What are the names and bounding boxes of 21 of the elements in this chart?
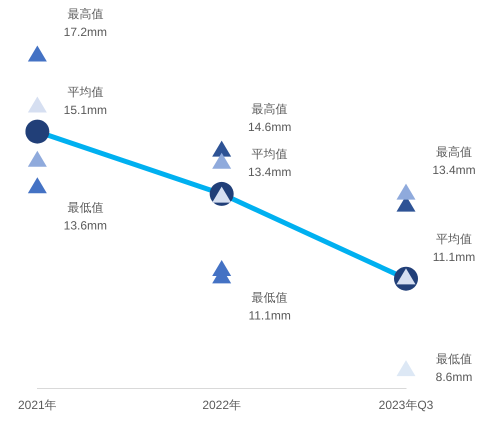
x-tick-label: 2022年 <box>202 398 242 412</box>
point <box>396 184 416 200</box>
point <box>212 140 232 157</box>
annotation: 最低值 11.1mm <box>248 290 291 323</box>
point <box>28 150 47 167</box>
x-tick-label: 2023年Q3 <box>378 398 434 412</box>
annotation: 最高值 13.4mm <box>432 144 476 177</box>
point <box>28 177 47 194</box>
annotation: 平均值 11.1mm <box>432 232 476 264</box>
point <box>28 46 47 62</box>
point <box>25 120 50 144</box>
annotation: 最高值 17.2mm <box>64 6 108 39</box>
x-tick-label: 2021年 <box>18 398 57 412</box>
point <box>212 152 232 169</box>
annotation: 最低值 8.6mm <box>436 352 472 384</box>
annotation: 平均值 15.1mm <box>64 84 108 117</box>
point <box>396 360 416 376</box>
annotation: 最低值 13.6mm <box>64 200 108 233</box>
point <box>28 96 47 112</box>
annotation: 最高值 14.6mm <box>248 102 292 134</box>
annotation: 平均值 13.4mm <box>248 147 292 180</box>
